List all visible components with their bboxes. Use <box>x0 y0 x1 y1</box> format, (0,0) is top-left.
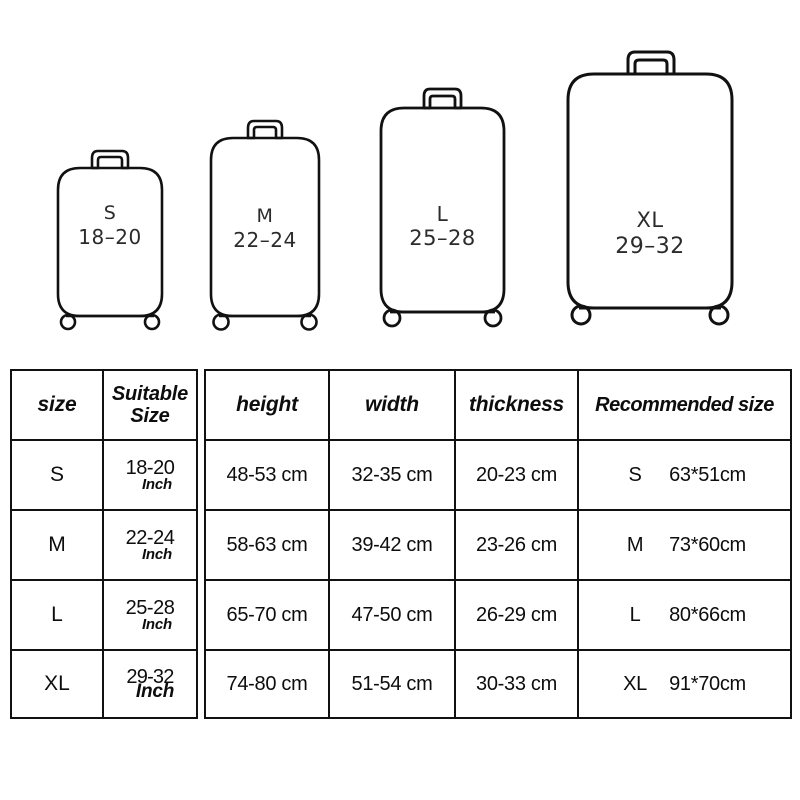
cell-width-s: 32-35 cm <box>328 439 456 511</box>
cell-suitable-s: 18-20 Inch <box>102 439 198 511</box>
cell-size-xl: XL <box>10 649 104 719</box>
header-size: size <box>10 369 104 441</box>
recommended-size-dim-xl: 91*70cm <box>669 672 746 695</box>
suitcase-label-m: M 22–24 <box>205 205 325 253</box>
cell-thickness-m: 23-26 cm <box>454 509 579 581</box>
recommended-size-letter-l: L <box>629 603 641 626</box>
table-header-row: size Suitable Size <box>10 369 198 441</box>
cell-height-xl: 74-80 cm <box>204 649 330 719</box>
cell-height-s: 48-53 cm <box>204 439 330 511</box>
cell-suitable-xl: 29-32 Inch <box>102 649 198 719</box>
suitcase-size-inches-m: 22–24 <box>233 228 297 253</box>
cell-size-s: S <box>10 439 104 511</box>
cell-width-l: 47-50 cm <box>328 579 456 651</box>
table-row: 58-63 cm 39-42 cm 23-26 cm M 73*60cm <box>204 509 792 581</box>
recommended-size-dim-m: 73*60cm <box>669 533 746 556</box>
suitcase-icon <box>566 50 734 326</box>
table-row: L 25-28 Inch <box>10 579 198 651</box>
cell-recommended-xl: XL 91*70cm <box>577 649 792 719</box>
suitcase-size-inches-s: 18–20 <box>78 225 142 250</box>
suitcase-size-letter-s: S <box>103 202 117 224</box>
cell-height-l: 65-70 cm <box>204 579 330 651</box>
header-height: height <box>204 369 330 441</box>
cell-thickness-s: 20-23 cm <box>454 439 579 511</box>
table-row: 74-80 cm 51-54 cm 30-33 cm XL 91*70cm <box>204 649 792 719</box>
recommended-size-dim-l: 80*66cm <box>669 603 746 626</box>
cell-recommended-l: L 80*66cm <box>577 579 792 651</box>
size-table: size Suitable Size S 18-20 Inch M 22-24 … <box>10 369 198 719</box>
cell-thickness-xl: 30-33 cm <box>454 649 579 719</box>
suitable-unit-m: Inch <box>141 546 173 563</box>
table-row: S 18-20 Inch <box>10 439 198 511</box>
suitcase-label-s: S 18–20 <box>50 202 170 250</box>
cell-size-m: M <box>10 509 104 581</box>
suitable-range-xl: 29-32 <box>126 666 174 688</box>
suitable-range-m: 22-24 <box>125 527 175 549</box>
suitcase-icon <box>209 119 321 331</box>
cell-width-m: 39-42 cm <box>328 509 456 581</box>
suitcase-icon <box>56 149 164 331</box>
recommended-size-dim-s: 63*51cm <box>669 463 746 486</box>
cell-size-l: L <box>10 579 104 651</box>
cell-recommended-m: M 73*60cm <box>577 509 792 581</box>
suitcase-illustration-m: M 22–24 <box>205 110 325 340</box>
header-recommended-size: Recommended size <box>577 369 792 441</box>
header-thickness: thickness <box>454 369 579 441</box>
suitable-unit-l: Inch <box>141 616 173 633</box>
suitcase-label-l: L 25–28 <box>375 202 510 252</box>
suitable-unit-xl: Inch <box>135 681 175 702</box>
suitable-unit-s: Inch <box>141 476 173 493</box>
suitcase-size-inches-xl: 29–32 <box>615 233 685 259</box>
table-row: M 22-24 Inch <box>10 509 198 581</box>
table-row: 48-53 cm 32-35 cm 20-23 cm S 63*51cm <box>204 439 792 511</box>
suitcase-illustration-s: S 18–20 <box>50 140 170 340</box>
suitcase-illustration-xl: XL 29–32 <box>560 42 740 340</box>
cell-thickness-l: 26-29 cm <box>454 579 579 651</box>
header-suitable-size: Suitable Size <box>102 369 198 441</box>
suitcase-size-inches-l: 25–28 <box>409 226 476 251</box>
table-header-row: height width thickness Recommended size <box>204 369 792 441</box>
suitcase-illustration-l: L 25–28 <box>375 78 510 340</box>
recommended-size-letter-xl: XL <box>623 672 648 695</box>
suitable-range-s: 18-20 <box>125 457 175 479</box>
suitcase-size-letter-m: M <box>256 205 274 227</box>
suitcase-illustration-row: S 18–20 M 22–24 <box>0 0 800 350</box>
suitcase-size-letter-l: L <box>436 202 449 226</box>
cell-height-m: 58-63 cm <box>204 509 330 581</box>
cell-width-xl: 51-54 cm <box>328 649 456 719</box>
table-row: XL 29-32 Inch <box>10 649 198 719</box>
suitcase-icon <box>379 87 506 328</box>
header-width: width <box>328 369 456 441</box>
suitable-range-l: 25-28 <box>125 597 175 619</box>
table-row: 65-70 cm 47-50 cm 26-29 cm L 80*66cm <box>204 579 792 651</box>
suitcase-label-xl: XL 29–32 <box>560 208 740 260</box>
cell-recommended-s: S 63*51cm <box>577 439 792 511</box>
dimension-table: height width thickness Recommended size … <box>204 369 792 719</box>
cell-suitable-l: 25-28 Inch <box>102 579 198 651</box>
cell-suitable-m: 22-24 Inch <box>102 509 198 581</box>
recommended-size-letter-s: S <box>628 463 642 486</box>
suitcase-size-letter-xl: XL <box>636 208 664 232</box>
recommended-size-letter-m: M <box>626 533 644 556</box>
